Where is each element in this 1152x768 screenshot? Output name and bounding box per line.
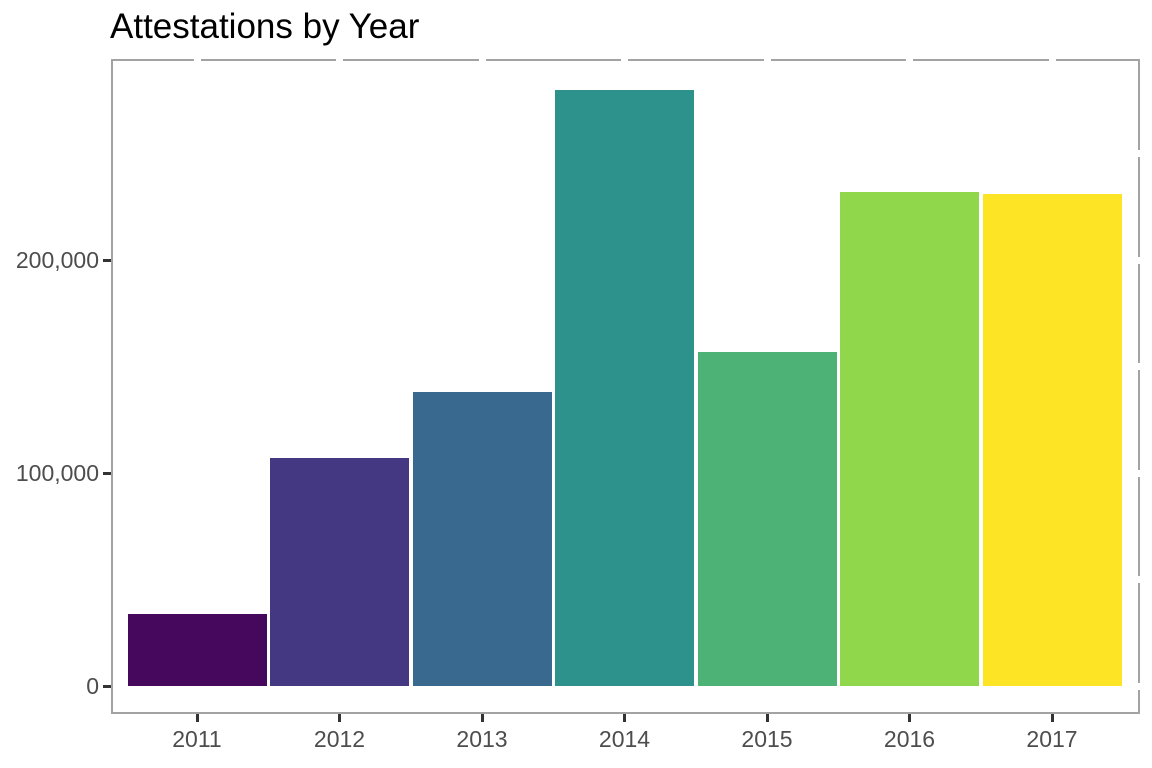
top-border-gap [1048, 59, 1056, 61]
x-label-2013: 2013 [456, 726, 508, 752]
top-border-gap [193, 59, 201, 61]
right-border-gap [1138, 682, 1140, 690]
y-label-0: 0 [86, 673, 99, 699]
x-tick-2013 [480, 714, 484, 722]
top-border-gap [478, 59, 486, 61]
y-tick-100,000 [103, 471, 111, 475]
right-border-gap [1138, 256, 1140, 264]
right-border-gap [1138, 469, 1140, 477]
top-border-gap [621, 59, 628, 61]
bar-2012 [270, 458, 409, 686]
x-tick-2016 [908, 714, 911, 722]
right-border-gap [1138, 576, 1140, 583]
x-label-2016: 2016 [883, 726, 936, 752]
x-tick-2011 [195, 714, 199, 722]
bar-2011 [127, 613, 267, 686]
x-tick-2015 [765, 714, 769, 722]
plot-panel: 2011 2012 2013 2014 2015 2016 2017 0 100,000 200… [16, 59, 1140, 752]
x-tick-2017 [1050, 714, 1054, 722]
top-border-gap [763, 59, 771, 61]
x-tick-2012 [338, 714, 341, 722]
top-border-gap [906, 59, 913, 61]
right-border-gap [1138, 150, 1140, 157]
bar-2017 [982, 193, 1122, 686]
x-label-2011: 2011 [172, 726, 222, 752]
y-label-100,000: 100,000 [15, 460, 99, 486]
right-border-gap [1138, 363, 1140, 370]
y-label-200,000: 200,000 [15, 247, 99, 273]
bar-2015 [697, 351, 837, 686]
chart-title: Attestations by Year [110, 7, 420, 46]
top-border-gap [336, 59, 343, 61]
bar-2013 [412, 392, 552, 686]
bar-2014 [555, 89, 694, 686]
x-label-2012: 2012 [313, 726, 366, 752]
x-label-2014: 2014 [598, 726, 651, 752]
x-tick-2014 [623, 714, 626, 722]
x-label-2015: 2015 [741, 726, 793, 752]
y-tick-200,000 [103, 258, 111, 262]
bar-2016 [840, 191, 979, 686]
y-tick-0 [103, 684, 111, 688]
x-label-2017: 2017 [1026, 726, 1078, 752]
